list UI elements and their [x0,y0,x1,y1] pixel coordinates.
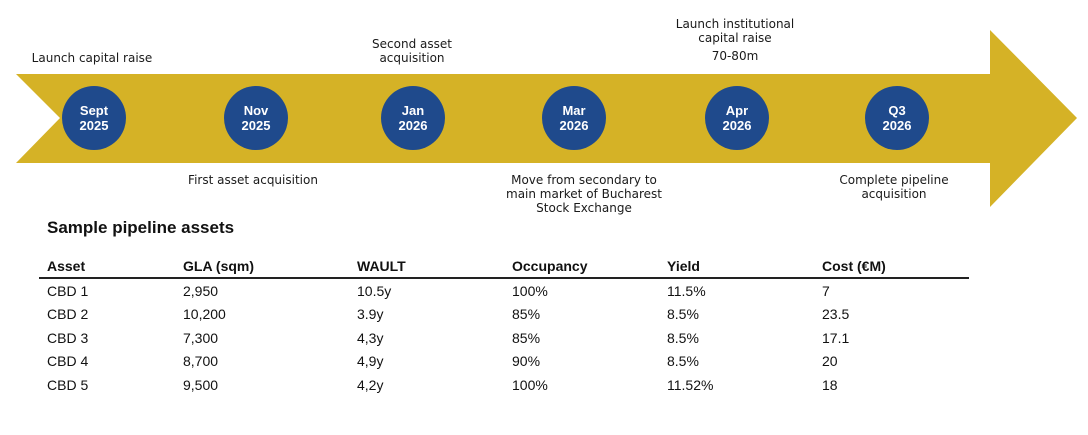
table-row: CBD 4 8,700 4,9y 90% 8.5% 20 [39,350,969,374]
milestone-month: Sept [79,103,109,118]
cell-gla: 10,200 [183,306,226,323]
cell-wault: 4,3y [357,329,384,346]
milestone-mar-2026: Mar 2026 [542,86,606,150]
milestone-apr-2026: Apr 2026 [705,86,769,150]
cell-occupancy: 100% [512,282,548,299]
table-row: CBD 1 2,950 10.5y 100% 11.5% 7 [39,278,969,303]
event-text: Complete pipeline [839,173,949,187]
pipeline-title: Sample pipeline assets [47,218,235,237]
column-header-cost: Cost (€M) [814,256,969,279]
event-complete-pipeline: Complete pipeline acquisition [839,173,948,201]
cell-gla: 8,700 [183,353,219,370]
column-header-gla: GLA (sqm) [175,256,349,279]
event-text: main market of Bucharest [506,187,662,201]
event-move-to-main-market: Move from secondary to main market of Bu… [506,173,662,215]
cell-asset: CBD 2 [47,306,89,323]
cell-gla: 9,500 [183,376,219,393]
cell-occupancy: 85% [512,329,541,346]
column-header-wault: WAULT [349,256,504,279]
cell-yield: 11.5% [667,282,706,299]
cell-wault: 4,2y [357,376,384,393]
column-header-yield: Yield [659,256,814,279]
milestone-month: Q3 [888,103,906,118]
milestone-month: Nov [243,103,269,118]
event-text: First asset acquisition [188,173,318,187]
milestone-month: Mar [562,103,586,118]
cell-asset: CBD 5 [47,376,89,393]
event-text: Stock Exchange [536,201,632,215]
cell-yield: 8.5% [667,306,699,323]
cell-asset: CBD 4 [47,353,89,370]
milestone-jan-2026: Jan 2026 [381,86,445,150]
column-header-asset: Asset [39,256,175,279]
table-header-row: Asset GLA (sqm) WAULT Occupancy Yield Co… [39,256,969,279]
milestone-sept-2025: Sept 2025 [62,86,126,150]
milestone-year: 2025 [79,118,109,133]
milestone-nov-2025: Nov 2025 [224,86,288,150]
cell-cost: 23.5 [822,306,850,323]
milestone-q3-2026: Q3 2026 [865,86,929,150]
table-row: CBD 3 7,300 4,3y 85% 8.5% 17.1 [39,326,969,350]
cell-cost: 20 [822,353,838,370]
milestone-month: Jan [401,103,425,118]
pipeline-table: Asset GLA (sqm) WAULT Occupancy Yield Co… [39,256,969,397]
event-first-asset-acquisition: First asset acquisition [188,173,318,187]
cell-yield: 8.5% [667,353,699,370]
milestone-year: 2025 [241,118,271,133]
cell-yield: 11.52% [667,376,714,393]
milestone-year: 2026 [722,118,752,133]
event-second-asset-acquisition: Second asset acquisition [372,37,452,65]
cell-wault: 10.5y [357,282,392,299]
event-text: Launch capital raise [31,51,153,65]
event-text: Launch institutional [675,17,795,31]
event-text: capital raise [698,31,772,45]
column-header-occupancy: Occupancy [504,256,659,279]
event-launch-institutional-raise: Launch institutional capital raise 70-80… [676,17,794,63]
table-row: CBD 2 10,200 3.9y 85% 8.5% 23.5 [39,303,969,327]
milestone-month: Apr [725,103,749,118]
cell-wault: 4,9y [357,353,384,370]
cell-occupancy: 85% [512,306,541,323]
cell-occupancy: 90% [512,353,541,370]
milestone-year: 2026 [882,118,912,133]
cell-yield: 8.5% [667,329,699,346]
cell-gla: 2,950 [183,282,219,299]
cell-cost: 17.1 [822,329,850,346]
cell-asset: CBD 1 [47,282,89,299]
cell-gla: 7,300 [183,329,219,346]
milestone-year: 2026 [398,118,428,133]
event-text: Move from secondary to [511,173,657,187]
milestone-year: 2026 [559,118,589,133]
event-text: acquisition [861,187,927,201]
cell-occupancy: 100% [512,376,548,393]
table-row: CBD 5 9,500 4,2y 100% 11.52% 18 [39,373,969,397]
event-launch-capital-raise: Launch capital raise [32,51,153,65]
event-text: Second asset [372,37,452,51]
cell-cost: 18 [822,376,838,393]
cell-asset: CBD 3 [47,329,89,346]
raise-amount: 70-80m [711,49,759,63]
cell-wault: 3.9y [357,306,384,323]
cell-cost: 7 [822,282,830,299]
event-text: acquisition [379,51,445,65]
